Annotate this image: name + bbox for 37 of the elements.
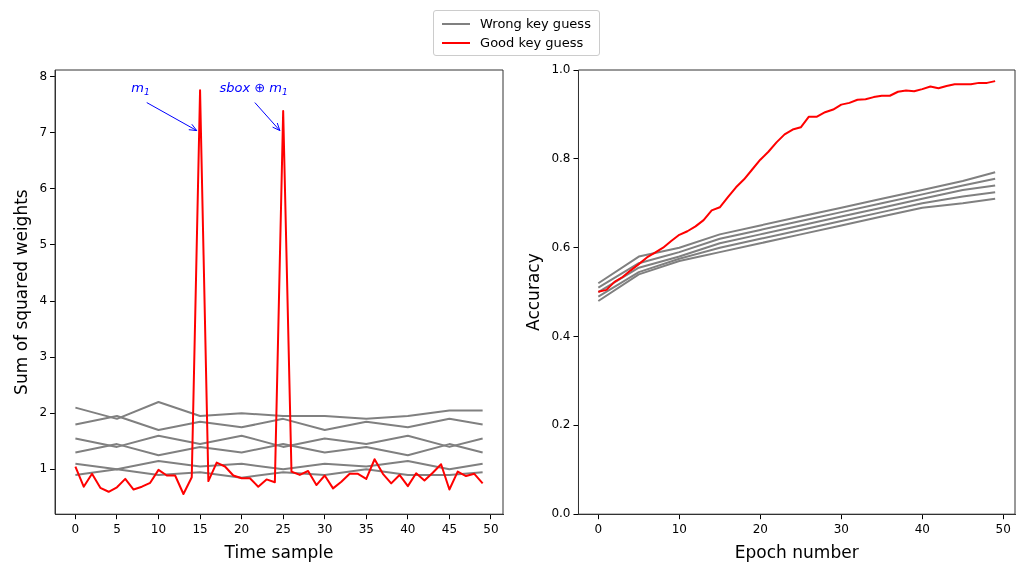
x-tick-label: 0 xyxy=(594,521,603,536)
x-tick-label: 50 xyxy=(995,521,1011,536)
x-tick-label: 20 xyxy=(233,521,250,536)
y-tick-label: 0.8 xyxy=(551,150,571,165)
x-tick-label: 15 xyxy=(192,521,208,536)
y-tick-label: 6 xyxy=(39,181,48,196)
x-tick-label: 20 xyxy=(752,521,768,536)
y-tick-label: 0.6 xyxy=(551,239,571,254)
y-tick-label: 2 xyxy=(39,405,48,420)
x-tick-label: 30 xyxy=(317,521,333,536)
y-tick-label: 0.0 xyxy=(551,506,571,521)
x-tick-label: 40 xyxy=(914,521,930,536)
y-tick-label: 0.2 xyxy=(551,417,571,432)
x-tick-label: 10 xyxy=(150,521,167,536)
x-tick-label: 25 xyxy=(275,521,291,536)
y-tick-label: 1 xyxy=(39,461,48,476)
x-tick-label: 0 xyxy=(71,521,80,536)
x-tick-label: 35 xyxy=(358,521,374,536)
legend-label: Wrong key guess xyxy=(480,16,591,31)
x-tick-label: 45 xyxy=(441,521,458,536)
y-tick-label: 4 xyxy=(39,293,48,308)
y-tick-label: 8 xyxy=(39,68,48,83)
legend-label: Good key guess xyxy=(480,35,584,50)
y-axis-title: Sum of squared weights xyxy=(10,189,31,395)
y-tick-label: 3 xyxy=(39,349,48,364)
y-axis-title: Accuracy xyxy=(522,253,543,331)
x-tick-label: 5 xyxy=(113,521,121,536)
x-axis-title: Time sample xyxy=(223,542,334,563)
x-tick-label: 30 xyxy=(833,521,849,536)
y-tick-label: 1.0 xyxy=(551,62,571,77)
y-tick-label: 5 xyxy=(39,237,48,252)
x-axis-title: Epoch number xyxy=(734,542,859,563)
y-tick-label: 7 xyxy=(39,124,48,139)
y-tick-label: 0.4 xyxy=(551,328,571,343)
x-tick-label: 10 xyxy=(671,521,687,536)
x-tick-label: 40 xyxy=(400,521,416,536)
x-tick-label: 50 xyxy=(483,521,499,536)
